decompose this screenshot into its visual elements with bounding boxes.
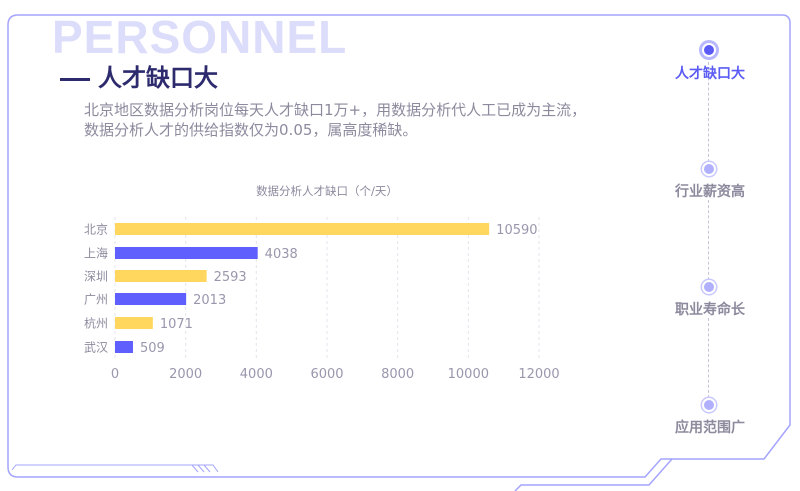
nav-dot[interactable] (702, 398, 716, 412)
timeline-connector (708, 318, 709, 398)
nav-dot[interactable] (702, 280, 716, 294)
description-line: 数据分析人才的供给指数仅为0.05，属高度稀缺。 (84, 121, 418, 139)
chart-title: 数据分析人才缺口（个/天） (256, 184, 398, 198)
data-label: 2013 (193, 293, 226, 308)
y-category-label: 广州 (84, 293, 108, 307)
x-tick-label: 12000 (518, 367, 559, 382)
title-dash (60, 77, 90, 81)
bar-深圳 (115, 270, 207, 282)
bar-北京 (115, 223, 490, 235)
x-tick-label: 0 (111, 367, 119, 382)
page-title-text: 人才缺口大 (98, 64, 218, 92)
data-label: 509 (140, 341, 165, 356)
y-category-label: 杭州 (84, 316, 108, 331)
data-label: 2593 (214, 270, 247, 285)
description: 北京地区数据分析岗位每天人才缺口1万+，用数据分析代人工已成为主流， 数据分析人… (84, 100, 586, 140)
data-label: 10590 (496, 223, 537, 238)
nav-item-long-career[interactable]: 职业寿命长 (675, 302, 745, 318)
timeline-connector (708, 200, 709, 280)
timeline-connector (708, 62, 709, 162)
bar-杭州 (115, 317, 153, 329)
y-category-label: 武汉 (84, 341, 108, 355)
y-category-label: 北京 (84, 223, 108, 237)
bar-广州 (115, 293, 187, 305)
y-category-label: 深圳 (84, 270, 108, 284)
x-tick-label: 6000 (310, 367, 343, 382)
data-label: 1071 (160, 317, 193, 332)
description-line: 北京地区数据分析岗位每天人才缺口1万+，用数据分析代人工已成为主流， (84, 101, 587, 119)
page-title: 人才缺口大 (60, 63, 218, 93)
x-tick-label: 8000 (381, 367, 414, 382)
nav-dot[interactable] (702, 162, 716, 176)
nav-item-talent-gap[interactable]: 人才缺口大 (675, 66, 745, 82)
x-tick-label: 4000 (240, 367, 273, 382)
bar-武汉 (115, 341, 133, 353)
x-tick-label: 10000 (448, 367, 489, 382)
bar-上海 (115, 247, 258, 259)
watermark-text: PERSONNEL (52, 11, 348, 63)
nav-item-wide-application[interactable]: 应用范围广 (675, 420, 745, 436)
y-category-label: 上海 (84, 246, 108, 261)
nav-dot[interactable] (702, 43, 716, 57)
data-label: 4038 (265, 247, 298, 262)
nav-item-high-salary[interactable]: 行业薪资高 (675, 184, 745, 200)
x-tick-label: 2000 (169, 367, 202, 382)
